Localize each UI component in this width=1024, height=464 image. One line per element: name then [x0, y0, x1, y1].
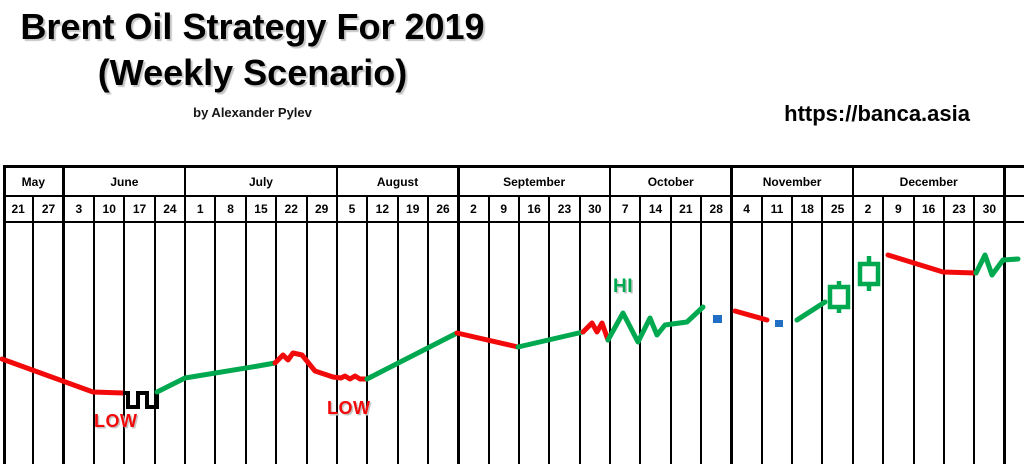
month-cell-november: November — [762, 174, 822, 189]
week-cell-november-18: 18 — [800, 202, 814, 216]
page-title: Brent Oil Strategy For 2019 — [20, 6, 485, 47]
grid-week-line — [578, 195, 581, 464]
grid-week-line — [426, 195, 429, 464]
grid-week-line — [305, 195, 308, 464]
week-cell-december-16: 16 — [921, 202, 936, 216]
week-cell-october-28: 28 — [709, 202, 723, 216]
grid-week-line — [396, 195, 399, 464]
week-cell-september-23: 23 — [557, 202, 572, 216]
grid-week-line — [821, 195, 824, 464]
week-cell-august-5: 5 — [348, 202, 356, 216]
grid-week-line — [791, 195, 794, 464]
grid-week-line — [366, 195, 369, 464]
week-cell-may-21: 21 — [11, 202, 25, 216]
grid-week-line — [153, 195, 156, 464]
grid-week-line — [123, 195, 126, 464]
week-cell-december-2: 2 — [864, 202, 872, 216]
week-cell-december-23: 23 — [952, 202, 966, 216]
week-cell-august-12: 12 — [375, 202, 390, 216]
grid-week-line — [214, 195, 217, 464]
grid-month-boundary-line — [183, 165, 187, 464]
week-cell-october-21: 21 — [679, 202, 693, 216]
grid-week-line — [548, 195, 551, 464]
grid-week-line — [973, 195, 976, 464]
low-label-august: LOW — [327, 398, 371, 418]
month-cell-august: August — [376, 174, 419, 189]
week-cell-july-1: 1 — [196, 202, 204, 216]
week-cell-november-11: 11 — [770, 202, 784, 216]
grid-week-line — [700, 195, 703, 464]
grid-week-line — [942, 195, 945, 464]
month-cell-may: May — [21, 174, 46, 189]
week-cell-september-16: 16 — [527, 202, 541, 216]
grid-week-line — [517, 195, 520, 464]
week-cell-august-19: 19 — [406, 202, 420, 216]
week-cell-december-30: 30 — [982, 202, 997, 216]
month-cell-december: December — [899, 174, 958, 189]
week-cell-may-27: 27 — [41, 202, 56, 216]
week-cell-july-22: 22 — [284, 202, 298, 216]
grid-week-line — [275, 195, 278, 464]
author-byline: by Alexander Pylev — [193, 105, 312, 120]
week-cell-july-15: 15 — [254, 202, 268, 216]
grid-horizontal-line — [3, 220, 1024, 223]
week-cell-october-14: 14 — [648, 202, 663, 216]
hi-label-october: HI — [613, 276, 633, 297]
week-cell-june-24: 24 — [163, 202, 177, 216]
grid-week-line — [93, 195, 96, 464]
week-cell-september-9: 9 — [500, 202, 508, 216]
page-subtitle: (Weekly Scenario) — [97, 52, 408, 93]
week-cell-june-10: 10 — [102, 202, 116, 216]
grid-month-boundary-line — [1003, 165, 1006, 464]
week-cell-september-30: 30 — [588, 202, 602, 216]
week-cell-june-17: 17 — [132, 202, 147, 216]
grid-week-line — [669, 195, 672, 464]
week-cell-december-9: 9 — [894, 202, 902, 216]
site-url: https://banca.asia — [784, 101, 970, 126]
grid-month-boundary-line — [335, 165, 339, 464]
week-cell-september-2: 2 — [470, 202, 477, 216]
grid-month-boundary-line — [3, 165, 6, 464]
grid-month-boundary-line — [457, 165, 460, 464]
grid-week-line — [912, 195, 915, 464]
title-block: Brent Oil Strategy For 2019 (Weekly Scen… — [0, 4, 505, 120]
month-cell-october: October — [647, 174, 694, 189]
month-cell-september: September — [503, 174, 566, 189]
grid-week-line — [487, 195, 490, 464]
grid-week-line — [882, 195, 885, 464]
grid-week-line — [760, 195, 763, 464]
month-cell-july: July — [248, 174, 273, 189]
month-cell-june: June — [110, 174, 139, 189]
grid-month-boundary-line — [851, 165, 855, 464]
grid-week-line — [639, 195, 642, 464]
grid-week-line — [244, 195, 247, 464]
grid-horizontal-line — [3, 165, 1024, 168]
grid-week-line — [32, 195, 35, 464]
week-cell-november-25: 25 — [830, 202, 845, 216]
week-cell-july-29: 29 — [314, 202, 329, 216]
calendar-grid: May 21 27 June 3 10 17 24 July 1 8 15 22 29 August 5 12 1… — [3, 165, 1024, 464]
week-cell-june-3: 3 — [75, 202, 83, 216]
low-label-june: LOW — [94, 411, 138, 431]
week-cell-november-4: 4 — [743, 202, 750, 216]
week-cell-august-26: 26 — [436, 202, 450, 216]
grid-month-boundary-line — [730, 165, 733, 464]
grid-horizontal-line — [3, 194, 1024, 197]
week-cell-october-7: 7 — [621, 202, 629, 216]
grid-month-boundary-line — [62, 165, 65, 464]
week-cell-july-8: 8 — [227, 202, 234, 216]
